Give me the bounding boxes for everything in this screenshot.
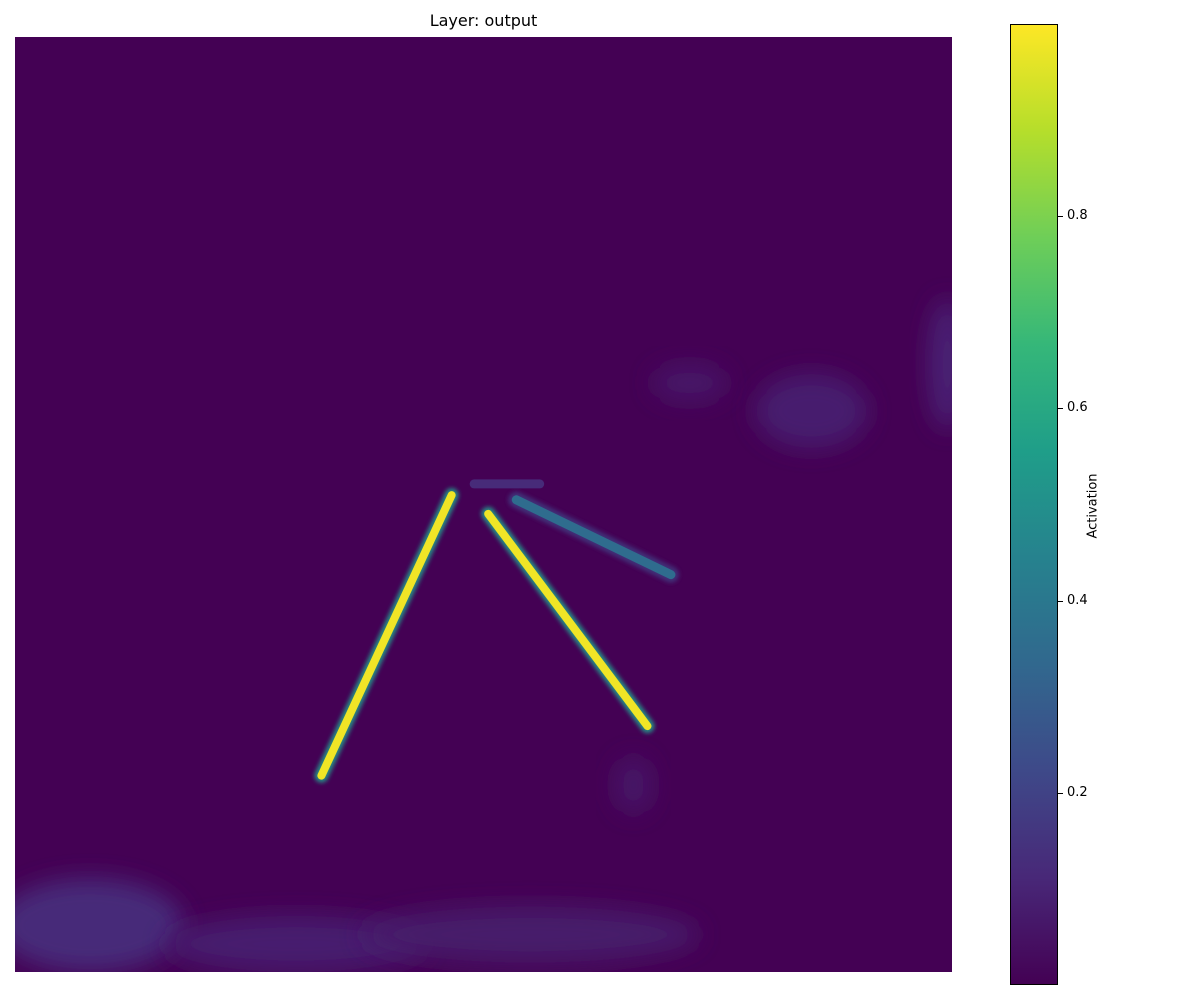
colorbar-tick [1058,216,1063,218]
chart-title: Layer: output [429,11,538,30]
heatmap-low-activation-haze [15,298,952,972]
heatmap-haze-blob [652,364,728,402]
colorbar-tick-label: 0.2 [1067,784,1088,800]
colorbar-gradient [1011,25,1057,984]
heatmap-image [15,298,952,972]
colorbar-tick-label: 0.4 [1067,592,1088,608]
colorbar-tick [1058,408,1063,410]
heatmap-haze-blob [928,298,952,430]
colorbar-tick [1058,792,1063,794]
heatmap-features [314,475,679,783]
heatmap-haze-blob [361,906,700,963]
heatmap-area [15,37,952,972]
heatmap-haze-blob [614,756,653,814]
colorbar [1010,24,1058,985]
heatmap-haze-blob [164,915,428,972]
heatmap-feature-line [317,491,456,780]
colorbar-tick-label: 0.6 [1067,400,1088,416]
heatmap-feature-line [484,509,652,731]
heatmap-feature-line [511,495,676,580]
colorbar-label: Activation [1085,473,1101,539]
heatmap-haze-blob [15,878,184,972]
colorbar-tick-label: 0.8 [1067,208,1088,224]
heatmap-haze-blob [755,373,868,449]
colorbar-tick [1058,600,1063,602]
